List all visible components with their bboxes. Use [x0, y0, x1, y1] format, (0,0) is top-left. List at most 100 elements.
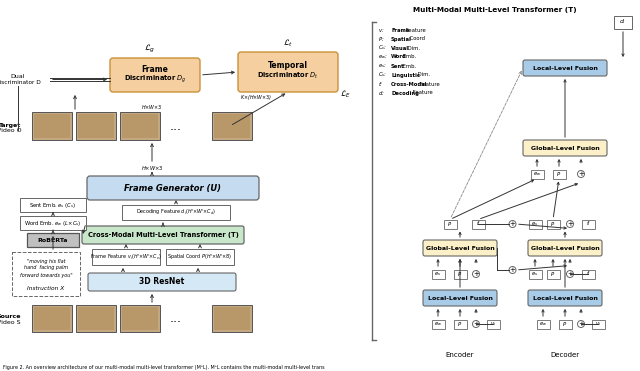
Bar: [547, 269, 559, 279]
Text: Frame Generator (U): Frame Generator (U): [125, 184, 221, 193]
FancyBboxPatch shape: [238, 52, 338, 92]
Text: $e_s$: $e_s$: [531, 270, 538, 278]
Text: $f_i$: $f_i$: [586, 270, 591, 279]
Bar: [431, 269, 445, 279]
Text: $e_s$: $e_s$: [435, 270, 442, 278]
Text: $e_w$:: $e_w$:: [378, 53, 388, 61]
Text: $v$:: $v$:: [378, 26, 385, 33]
Text: Local-Level Fusion: Local-Level Fusion: [532, 66, 597, 70]
Text: forward towards you": forward towards you": [20, 273, 72, 278]
Text: Dim.: Dim.: [416, 72, 430, 78]
Bar: [472, 220, 484, 229]
Bar: [122, 205, 230, 220]
Text: Local-Level Fusion: Local-Level Fusion: [532, 295, 597, 301]
Text: Spatial: Spatial: [391, 36, 412, 42]
Text: $f$:: $f$:: [378, 80, 383, 88]
Circle shape: [509, 266, 516, 273]
Text: +: +: [578, 171, 584, 177]
Text: Feature: Feature: [403, 27, 425, 33]
Text: $e_w$: $e_w$: [539, 320, 547, 328]
Text: hand  facing palm: hand facing palm: [24, 266, 68, 270]
Text: Dual: Dual: [11, 73, 25, 79]
Bar: [34, 307, 70, 330]
Text: Instruction X: Instruction X: [28, 286, 65, 292]
Text: Decoding Feature $d_i$($H'$$\times$$W'$$\times$$C_d$): Decoding Feature $d_i$($H'$$\times$$W'$$…: [136, 208, 216, 217]
Text: +: +: [567, 271, 573, 277]
Text: $P$: $P$: [550, 220, 556, 228]
Text: Discriminator $D_g$: Discriminator $D_g$: [124, 73, 186, 85]
Bar: [529, 269, 541, 279]
Text: ...: ...: [170, 312, 182, 325]
Text: $P$: $P$: [550, 270, 556, 278]
Text: Local-Level Fusion: Local-Level Fusion: [428, 295, 492, 301]
Text: "moving his flat: "moving his flat: [27, 259, 65, 263]
Text: Cross-Modal Multi-Level Transformer (T): Cross-Modal Multi-Level Transformer (T): [88, 232, 239, 238]
Bar: [92, 249, 160, 265]
Circle shape: [472, 270, 479, 278]
Bar: [78, 114, 114, 138]
Bar: [122, 307, 158, 330]
Text: $P$:: $P$:: [378, 35, 385, 43]
Text: $f_i$: $f_i$: [586, 220, 591, 229]
FancyBboxPatch shape: [87, 176, 259, 200]
FancyBboxPatch shape: [528, 290, 602, 306]
Bar: [12, 252, 80, 296]
Text: $v_i$: $v_i$: [595, 320, 601, 328]
FancyBboxPatch shape: [110, 58, 200, 92]
Text: +: +: [567, 221, 573, 227]
Bar: [536, 319, 550, 328]
Bar: [486, 319, 499, 328]
Bar: [32, 112, 72, 140]
Text: Global-Level Fusion: Global-Level Fusion: [531, 145, 600, 151]
Circle shape: [566, 220, 573, 227]
Bar: [212, 305, 252, 332]
Bar: [34, 114, 70, 138]
Text: Dim.: Dim.: [406, 46, 420, 50]
Text: Source: Source: [0, 313, 21, 318]
Bar: [78, 307, 114, 330]
Bar: [559, 319, 572, 328]
Bar: [76, 305, 116, 332]
Bar: [582, 220, 595, 229]
Bar: [120, 112, 160, 140]
Text: +: +: [473, 321, 479, 327]
Bar: [212, 112, 252, 140]
Bar: [454, 319, 467, 328]
Text: Linguistic: Linguistic: [391, 72, 420, 78]
Text: $\mathcal{L}_g$: $\mathcal{L}_g$: [144, 43, 156, 55]
Text: $K$$\times$($H$$\times$$W$$\times$$3$): $K$$\times$($H$$\times$$W$$\times$$3$): [240, 93, 272, 102]
Bar: [529, 220, 541, 229]
Text: Frame Feature $v_i$($H'$$\times$$W'$$\times$$C_v$): Frame Feature $v_i$($H'$$\times$$W'$$\ti…: [90, 252, 162, 262]
Text: Frame: Frame: [391, 27, 410, 33]
Bar: [614, 16, 632, 29]
Bar: [76, 112, 116, 140]
Text: Discriminator D: Discriminator D: [0, 79, 41, 85]
Text: Global-Level Fusion: Global-Level Fusion: [531, 246, 600, 250]
Text: $v_i$: $v_i$: [490, 320, 496, 328]
Text: Cross-Modal: Cross-Modal: [391, 82, 428, 86]
Text: Temporal: Temporal: [268, 60, 308, 69]
Text: 3D ResNet: 3D ResNet: [140, 278, 184, 286]
Text: Video O: Video O: [0, 128, 21, 134]
Text: Feature: Feature: [419, 82, 440, 86]
Bar: [431, 319, 445, 328]
Text: Multi-Modal Multi-Level Transformer (T): Multi-Modal Multi-Level Transformer (T): [413, 7, 577, 13]
Text: $e_w$: $e_w$: [434, 320, 442, 328]
Text: RoBERTa: RoBERTa: [38, 237, 68, 243]
Text: $f_i$: $f_i$: [476, 220, 481, 229]
Text: +: +: [578, 321, 584, 327]
Bar: [32, 305, 72, 332]
Bar: [591, 319, 605, 328]
Text: $H$$\times$$W$$\times$$3$: $H$$\times$$W$$\times$$3$: [141, 103, 163, 111]
Text: Decoder: Decoder: [550, 352, 580, 358]
Text: $P$: $P$: [458, 320, 463, 328]
Text: Figure 2. An overview architecture of our multi-modal multi-level transformer (M: Figure 2. An overview architecture of ou…: [3, 364, 324, 370]
Text: ...: ...: [170, 119, 182, 132]
Bar: [582, 269, 595, 279]
Text: $C_s$:: $C_s$:: [378, 70, 387, 79]
Text: +: +: [473, 271, 479, 277]
Bar: [552, 170, 566, 178]
Bar: [20, 198, 86, 212]
Circle shape: [577, 171, 584, 177]
Bar: [120, 305, 160, 332]
